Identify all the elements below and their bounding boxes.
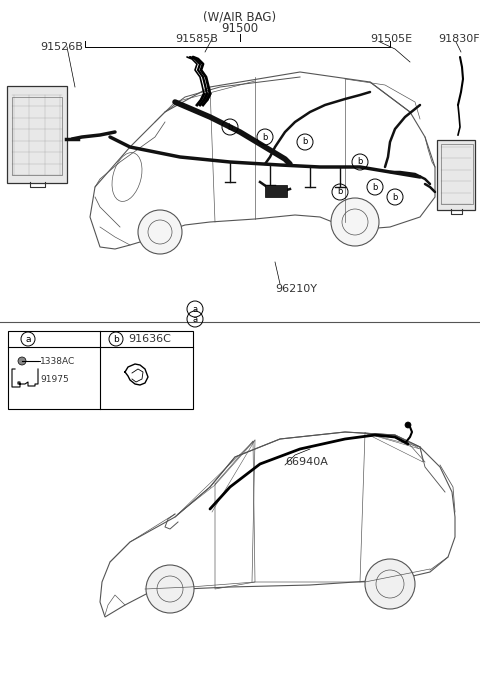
FancyBboxPatch shape [7, 86, 67, 183]
Bar [8, 331, 193, 409]
Text: b: b [357, 158, 363, 167]
Text: b: b [302, 137, 308, 146]
Bar [265, 185, 287, 197]
Text: 91505E: 91505E [370, 34, 412, 44]
Text: b: b [113, 334, 119, 343]
Bar [441, 144, 473, 204]
Text: (W/AIR BAG): (W/AIR BAG) [204, 11, 276, 24]
Circle shape [365, 559, 415, 609]
Circle shape [146, 565, 194, 613]
Text: a: a [192, 305, 198, 313]
Text: b: b [392, 192, 398, 202]
Text: 91830F: 91830F [438, 34, 480, 44]
FancyBboxPatch shape [437, 140, 475, 210]
Bar [12, 97, 62, 175]
Text: 91636C: 91636C [128, 334, 171, 344]
Circle shape [18, 357, 26, 365]
Text: 66940A: 66940A [285, 457, 328, 467]
Circle shape [331, 198, 379, 246]
Text: a: a [192, 315, 198, 324]
Circle shape [138, 210, 182, 254]
Circle shape [405, 422, 411, 428]
Text: b: b [228, 123, 233, 131]
Text: a: a [25, 334, 31, 343]
Text: 96210Y: 96210Y [275, 284, 317, 294]
Text: 91500: 91500 [221, 22, 259, 35]
Text: b: b [372, 183, 378, 192]
Text: b: b [262, 133, 268, 141]
Text: 91526B: 91526B [40, 42, 83, 52]
Text: 91585B: 91585B [175, 34, 218, 44]
Text: 91975: 91975 [40, 376, 69, 385]
Text: b: b [337, 188, 343, 196]
Text: 1338AC: 1338AC [40, 357, 75, 366]
